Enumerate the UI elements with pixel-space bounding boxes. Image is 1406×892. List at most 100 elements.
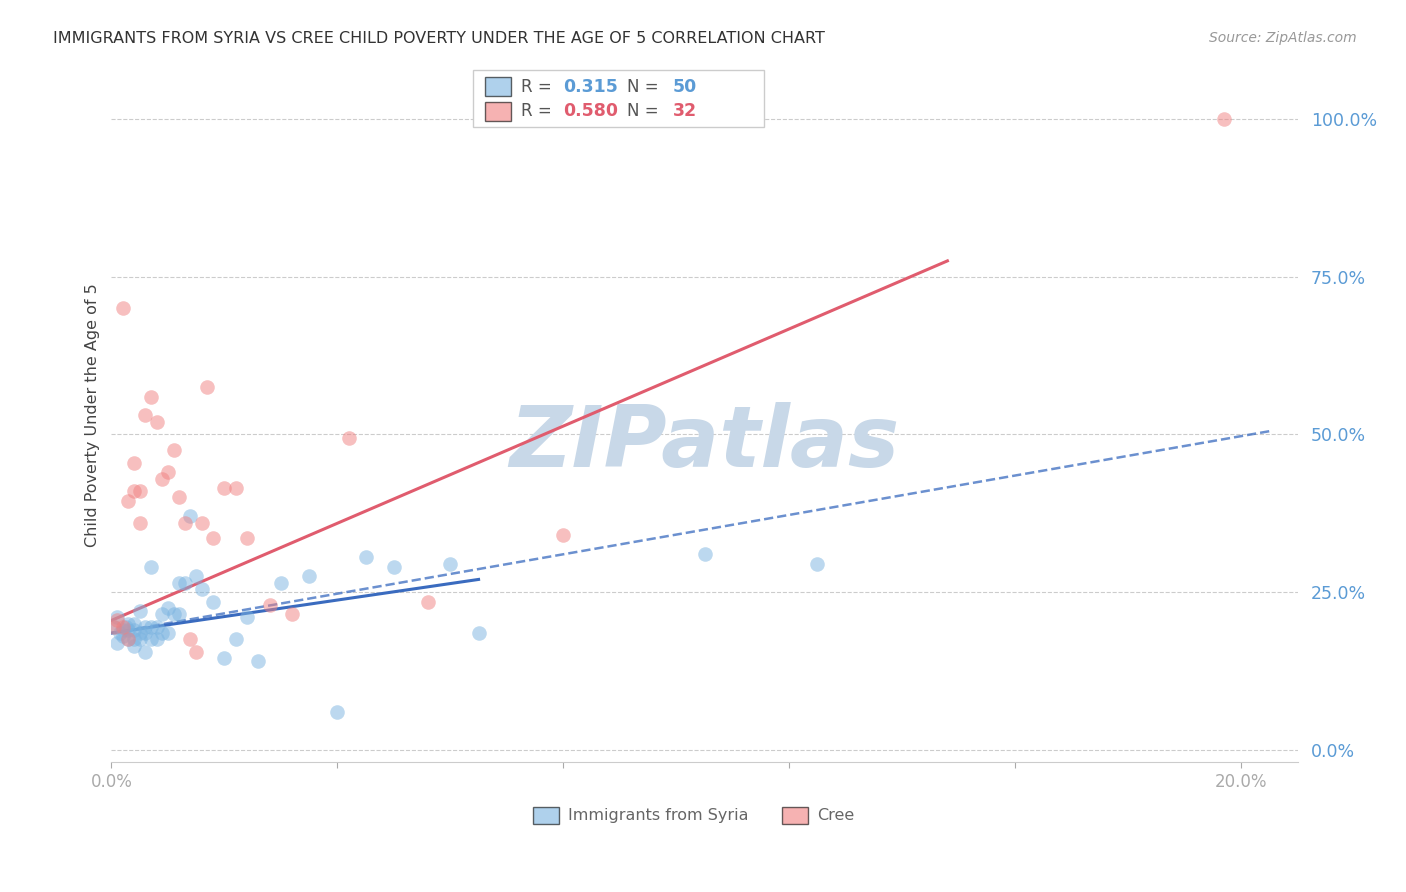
Point bbox=[117, 632, 139, 647]
Point bbox=[173, 516, 195, 530]
Point bbox=[114, 620, 136, 634]
Text: 0.580: 0.580 bbox=[564, 103, 619, 120]
Point bbox=[139, 559, 162, 574]
Text: IMMIGRANTS FROM SYRIA VS CREE CHILD POVERTY UNDER THE AGE OF 5 CORRELATION CHART: IMMIGRANTS FROM SYRIA VS CREE CHILD POVE… bbox=[53, 31, 825, 46]
FancyBboxPatch shape bbox=[474, 70, 763, 128]
FancyBboxPatch shape bbox=[533, 806, 558, 824]
Point bbox=[122, 456, 145, 470]
Point bbox=[186, 645, 208, 659]
Point bbox=[162, 443, 184, 458]
Point bbox=[247, 655, 270, 669]
Point bbox=[134, 645, 156, 659]
Point bbox=[108, 626, 131, 640]
Point bbox=[128, 632, 150, 647]
Point bbox=[128, 626, 150, 640]
Y-axis label: Child Poverty Under the Age of 5: Child Poverty Under the Age of 5 bbox=[86, 284, 100, 548]
Point bbox=[145, 620, 167, 634]
Point bbox=[122, 616, 145, 631]
Point bbox=[186, 569, 208, 583]
Point bbox=[191, 582, 214, 596]
Point bbox=[236, 532, 259, 546]
Point bbox=[167, 575, 190, 590]
Point bbox=[467, 626, 489, 640]
Point bbox=[202, 594, 225, 608]
Point bbox=[236, 610, 259, 624]
Point bbox=[150, 607, 173, 621]
Point bbox=[156, 600, 179, 615]
Point bbox=[128, 604, 150, 618]
Point bbox=[214, 481, 236, 495]
Text: 50: 50 bbox=[672, 78, 697, 96]
Text: Source: ZipAtlas.com: Source: ZipAtlas.com bbox=[1209, 31, 1357, 45]
Point bbox=[167, 607, 190, 621]
Text: Cree: Cree bbox=[817, 807, 855, 822]
Point bbox=[416, 594, 439, 608]
Point bbox=[191, 516, 214, 530]
Point bbox=[139, 390, 162, 404]
Point bbox=[202, 532, 225, 546]
Point bbox=[122, 639, 145, 653]
Point bbox=[150, 471, 173, 485]
Point bbox=[179, 509, 201, 524]
Point bbox=[145, 415, 167, 429]
Point bbox=[150, 626, 173, 640]
Point bbox=[134, 620, 156, 634]
Point bbox=[225, 481, 247, 495]
Point bbox=[139, 632, 162, 647]
Point bbox=[326, 705, 349, 719]
Text: R =: R = bbox=[520, 78, 557, 96]
FancyBboxPatch shape bbox=[782, 806, 807, 824]
Point bbox=[1213, 112, 1236, 126]
Text: N =: N = bbox=[627, 78, 664, 96]
Point bbox=[214, 651, 236, 665]
Point bbox=[162, 607, 184, 621]
Point bbox=[173, 575, 195, 590]
Point bbox=[122, 623, 145, 637]
Text: ZIPatlas: ZIPatlas bbox=[509, 401, 900, 484]
Point bbox=[117, 623, 139, 637]
Point bbox=[117, 616, 139, 631]
Point bbox=[167, 491, 190, 505]
Point bbox=[139, 620, 162, 634]
Text: N =: N = bbox=[627, 103, 664, 120]
Point bbox=[270, 575, 292, 590]
Point bbox=[105, 635, 128, 649]
Point bbox=[122, 632, 145, 647]
Point bbox=[111, 620, 134, 634]
Point bbox=[806, 557, 828, 571]
Point bbox=[117, 632, 139, 647]
Point bbox=[439, 557, 461, 571]
Point bbox=[145, 632, 167, 647]
Point bbox=[128, 516, 150, 530]
Point bbox=[103, 620, 125, 634]
Text: Immigrants from Syria: Immigrants from Syria bbox=[568, 807, 748, 822]
Point bbox=[179, 632, 201, 647]
Point bbox=[111, 301, 134, 316]
Point bbox=[156, 626, 179, 640]
Point bbox=[128, 484, 150, 499]
Point bbox=[134, 626, 156, 640]
Point bbox=[337, 430, 360, 444]
Point bbox=[382, 559, 405, 574]
Text: 32: 32 bbox=[672, 103, 696, 120]
Point bbox=[197, 380, 219, 394]
Point bbox=[103, 620, 125, 634]
FancyBboxPatch shape bbox=[485, 102, 512, 120]
Point bbox=[354, 550, 377, 565]
Point bbox=[111, 629, 134, 643]
Point bbox=[225, 632, 247, 647]
Point bbox=[105, 614, 128, 628]
Point bbox=[111, 623, 134, 637]
Point bbox=[259, 598, 281, 612]
Point bbox=[693, 547, 716, 561]
Point bbox=[122, 484, 145, 499]
Point bbox=[553, 528, 575, 542]
Point bbox=[281, 607, 304, 621]
Text: R =: R = bbox=[520, 103, 557, 120]
Point bbox=[105, 610, 128, 624]
Point bbox=[156, 465, 179, 479]
Point bbox=[134, 409, 156, 423]
Point bbox=[117, 493, 139, 508]
Point bbox=[298, 569, 321, 583]
Text: 0.315: 0.315 bbox=[564, 78, 619, 96]
